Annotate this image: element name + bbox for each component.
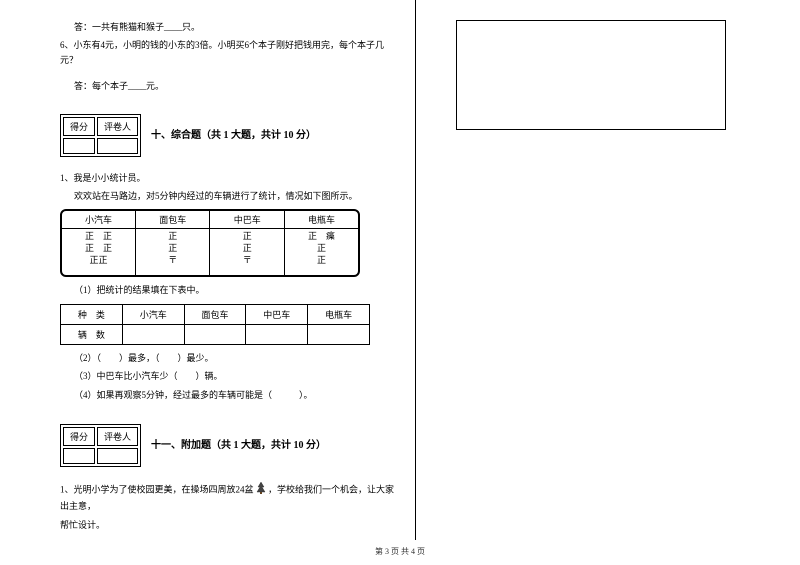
section11-title: 十一、附加题（共 1 大题，共计 10 分） <box>151 436 326 451</box>
score-box-10: 得分 评卷人 <box>60 114 141 157</box>
s10-sub2: （2）（ ）最多，（ ）最少。 <box>74 351 395 365</box>
rt-h1: 小汽车 <box>122 304 184 324</box>
rt-r4[interactable] <box>308 324 370 344</box>
s11-q1: 1、光明小学为了使校园更美，在操场四周放24盆 ，学校给我们一个机会，让大家出主… <box>60 481 395 514</box>
rt-r3[interactable] <box>246 324 308 344</box>
rt-h2: 面包车 <box>184 304 246 324</box>
s10-sub3: （3）中巴车比小汽车少（ ）辆。 <box>74 369 395 383</box>
tally-marks-4: 正 㿋 正 正 <box>289 231 354 273</box>
section10-title: 十、综合题（共 1 大题，共计 10 分） <box>151 126 316 141</box>
rt-r2[interactable] <box>184 324 246 344</box>
tree-icon <box>256 481 266 499</box>
grader-cell[interactable] <box>97 138 138 154</box>
page-footer: 第 3 页 共 4 页 <box>0 546 800 557</box>
score-label-11: 得分 <box>63 427 95 446</box>
rt-h4: 电瓶车 <box>308 304 370 324</box>
grader-label: 评卷人 <box>97 117 138 136</box>
section10-header: 得分 评卷人 十、综合题（共 1 大题，共计 10 分） <box>60 104 395 163</box>
s10-q1-desc: 欢欢站在马路边，对5分钟内经过的车辆进行了统计，情况如下图所示。 <box>74 189 395 203</box>
section11-header: 得分 评卷人 十一、附加题（共 1 大题，共计 10 分） <box>60 414 395 473</box>
rt-r1[interactable] <box>122 324 184 344</box>
grader-label-11: 评卷人 <box>97 427 138 446</box>
score-box-11: 得分 评卷人 <box>60 424 141 467</box>
s10-sub1: （1）把统计的结果填在下表中。 <box>74 283 395 297</box>
rt-h0: 种 类 <box>61 304 123 324</box>
left-column: 答：一共有熊猫和猴子____只。 6、小东有4元，小明的钱的小东的3倍。小明买6… <box>0 0 416 540</box>
q6-answer-line: 答：每个本子____元。 <box>74 79 395 93</box>
grader-cell-11[interactable] <box>97 448 138 464</box>
s11-q1-part1: 1、光明小学为了使校园更美，在操场四周放24盆 <box>60 484 254 494</box>
tally-marks-1: 正 正 正 正 正正 <box>66 231 131 273</box>
score-cell-11[interactable] <box>63 448 95 464</box>
right-column <box>416 0 800 565</box>
tally-marks-3: 正 正 〒 <box>214 231 280 273</box>
tally-header-2: 面包车 <box>135 211 210 229</box>
answer-box[interactable] <box>456 20 726 130</box>
s10-q1: 1、我是小小统计员。 <box>60 171 395 185</box>
rt-h3: 中巴车 <box>246 304 308 324</box>
rt-r0: 辆 数 <box>61 324 123 344</box>
tally-header-1: 小汽车 <box>62 211 135 229</box>
tally-marks-2: 正 正 〒 <box>140 231 206 273</box>
s11-q1-part3: 帮忙设计。 <box>60 518 395 532</box>
result-table: 种 类 小汽车 面包车 中巴车 电瓶车 辆 数 <box>60 304 370 345</box>
tally-header-4: 电瓶车 <box>285 211 359 229</box>
s10-sub4: （4）如果再观察5分钟，经过最多的车辆可能是（ ）。 <box>74 388 395 402</box>
q6-text: 6、小东有4元，小明的钱的小东的3倍。小明买6个本子刚好把钱用完，每个本子几元？ <box>60 38 395 67</box>
q5-answer-line: 答：一共有熊猫和猴子____只。 <box>74 20 395 34</box>
score-label: 得分 <box>63 117 95 136</box>
score-cell[interactable] <box>63 138 95 154</box>
tally-header-3: 中巴车 <box>210 211 285 229</box>
tally-chart: 小汽车 面包车 中巴车 电瓶车 正 正 正 正 正正 正 正 〒 正 正 〒 正… <box>60 209 360 277</box>
